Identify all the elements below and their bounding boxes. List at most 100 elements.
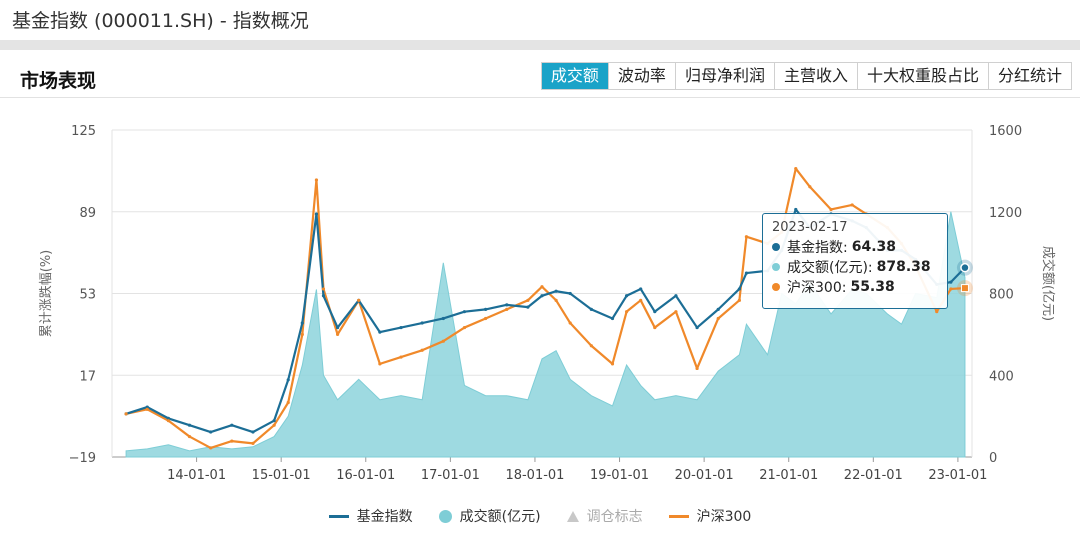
fund-index-point	[300, 321, 304, 325]
hs300-point	[399, 355, 403, 359]
hs300-point	[610, 362, 615, 366]
hs300-point	[251, 441, 255, 445]
tooltip-label: 成交额(亿元):	[787, 260, 873, 276]
fund-index-point	[589, 307, 593, 311]
hs300-point	[674, 310, 678, 314]
hs300-point	[829, 207, 833, 212]
hs300-point	[716, 316, 720, 321]
y-tick-label: −19	[69, 451, 96, 466]
fund-index-point	[639, 287, 643, 291]
legend-fund-index[interactable]: 基金指数	[328, 506, 413, 526]
fund-index-point	[568, 291, 572, 296]
tab-top10-weight[interactable]: 十大权重股占比	[856, 63, 988, 89]
hs300-point	[378, 362, 382, 366]
hs300-point	[357, 298, 361, 302]
x-tick-label: 16-01-01	[336, 468, 395, 483]
fund-index-point	[420, 321, 424, 325]
hs300-point	[145, 407, 149, 411]
hs300-point	[526, 298, 530, 302]
triangle-icon	[566, 510, 579, 522]
fund-index-point	[610, 316, 615, 321]
y2-tick-label: 800	[989, 288, 1014, 303]
y2-axis-title: 成交额(亿元)	[1040, 246, 1056, 321]
hs300-point	[695, 366, 699, 371]
fund-index-point	[187, 423, 192, 427]
hs300-point	[949, 287, 953, 291]
fund-index-point	[272, 419, 276, 423]
hover-marker	[960, 262, 970, 273]
fund-index-point	[949, 280, 953, 284]
fund-index-point	[695, 325, 699, 330]
x-tick-label: 22-01-01	[844, 468, 903, 483]
y-tick-label: 125	[71, 124, 96, 139]
legend-label: 沪深300	[696, 509, 752, 525]
fund-index-point	[484, 307, 488, 311]
y2-tick-label: 1600	[989, 124, 1022, 139]
fund-index-point	[335, 325, 340, 330]
hs300-point	[808, 185, 812, 189]
y-tick-label: 53	[79, 288, 96, 303]
hs300-point	[314, 178, 319, 182]
market-performance-chart[interactable]: 125 1600 89 1200 53 800 17 400 −19 0 14-01-01 15-01…	[0, 100, 1080, 500]
tab-revenue[interactable]: 主营收入	[773, 63, 857, 89]
x-tick-label: 18-01-01	[505, 468, 564, 483]
hs300-point	[286, 400, 290, 405]
hs300-point	[624, 310, 629, 314]
legend-label: 调仓标志	[586, 509, 643, 525]
tooltip-value: 64.38	[851, 239, 897, 255]
fund-index-point	[462, 310, 467, 314]
hs300-point	[209, 446, 213, 450]
hs300-point	[568, 321, 572, 325]
y2-tick-label: 400	[989, 369, 1014, 384]
fund-index-point	[505, 303, 509, 307]
legend-hs300[interactable]: 沪深300	[668, 506, 752, 526]
hs300-point	[737, 298, 741, 302]
section-title: 市场表现	[20, 70, 97, 92]
x-tick-label: 20-01-01	[675, 468, 734, 483]
tab-net-profit[interactable]: 归母净利润	[674, 63, 774, 89]
hs300-point	[744, 235, 749, 239]
y-tick-label: 17	[79, 369, 96, 384]
fund-index-point	[166, 416, 170, 420]
tab-turnover[interactable]: 成交额	[541, 63, 608, 89]
tooltip-row-hs300: 沪深300: 55.38	[772, 277, 938, 297]
title-separator	[0, 40, 1080, 50]
fund-index-point	[653, 310, 657, 314]
tab-dividend[interactable]: 分红统计	[987, 63, 1071, 89]
fund-index-point	[209, 430, 213, 434]
fund-index-point	[744, 271, 749, 275]
y2-tick-label: 1200	[989, 206, 1022, 221]
turnover-dot-icon	[772, 263, 780, 271]
hs300-point	[935, 310, 939, 314]
tooltip-value: 55.38	[850, 279, 895, 295]
hs300-dot-icon	[772, 283, 780, 291]
hover-marker	[960, 284, 969, 293]
x-tick-label: 14-01-01	[167, 468, 226, 483]
x-tick-label: 21-01-01	[759, 468, 818, 483]
fund-index-point	[321, 294, 326, 298]
fund-index-point	[737, 287, 741, 291]
hs300-point	[554, 298, 558, 302]
hs300-point	[794, 167, 798, 171]
legend-label: 基金指数	[356, 509, 413, 525]
legend-turnover[interactable]: 成交额(亿元)	[438, 506, 541, 526]
legend-rebalance-marker[interactable]: 调仓标志	[566, 506, 643, 526]
fund-index-point	[441, 316, 445, 321]
hs300-point	[321, 287, 326, 291]
fund-index-point	[554, 289, 558, 293]
tooltip-label: 基金指数:	[787, 240, 848, 256]
tooltip-value: 878.38	[876, 259, 931, 275]
fund-index-point	[526, 305, 530, 309]
tab-volatility[interactable]: 波动率	[607, 63, 675, 89]
tooltip-date: 2023-02-17	[772, 220, 848, 235]
tooltip-row-fund-index: 基金指数: 64.38	[772, 237, 938, 257]
hs300-point	[540, 285, 544, 289]
hs300-point	[589, 344, 593, 348]
hs300-point	[124, 412, 128, 416]
chart-tooltip: 2023-02-17 基金指数: 64.38 成交额(亿元): 878.38 沪…	[762, 213, 948, 309]
hs300-point	[272, 423, 276, 427]
tooltip-row-turnover: 成交额(亿元): 878.38	[772, 257, 938, 277]
fund-index-point	[624, 294, 629, 298]
chart-legend: 基金指数 成交额(亿元) 调仓标志 沪深300	[0, 506, 1080, 526]
hs300-point	[484, 316, 488, 321]
